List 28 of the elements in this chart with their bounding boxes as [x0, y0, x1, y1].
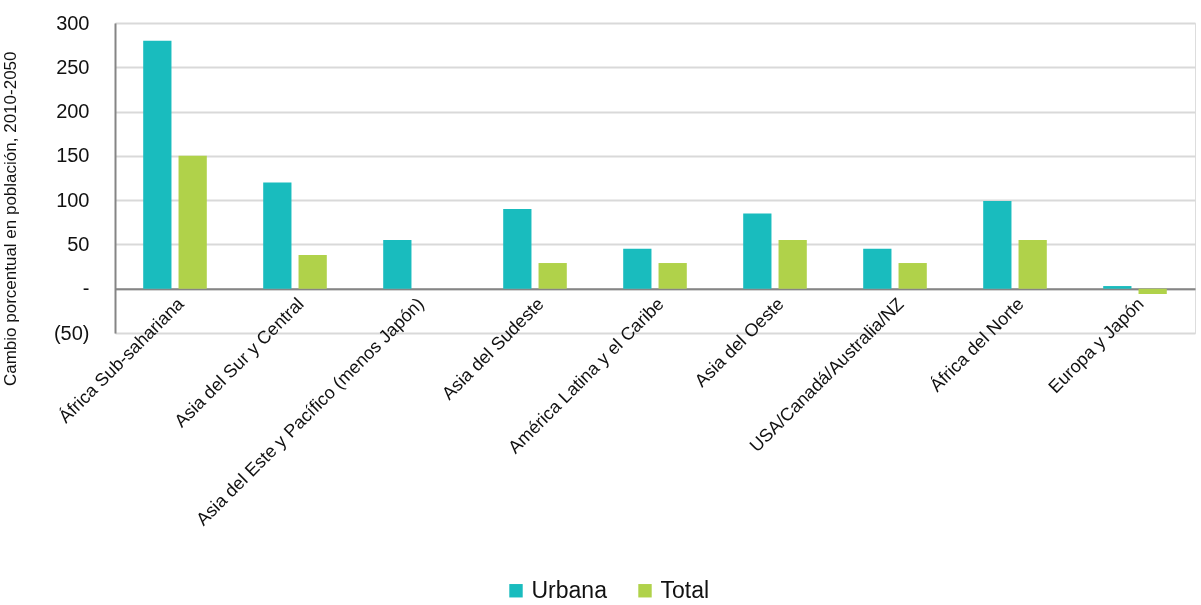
- bar: [1103, 286, 1132, 289]
- y-tick-label: (50): [53, 321, 90, 344]
- bar: [898, 263, 927, 289]
- y-tick-label: -: [82, 277, 90, 300]
- bar: [658, 263, 687, 289]
- y-tick-label: 200: [56, 100, 90, 123]
- bar: [383, 240, 412, 289]
- bar: [178, 155, 207, 289]
- bar: [983, 201, 1012, 289]
- bar: [1018, 240, 1047, 289]
- bar: [863, 248, 892, 289]
- y-tick-label: 50: [67, 232, 90, 255]
- bar: [743, 213, 772, 289]
- bar: [538, 263, 567, 289]
- y-axis-title: Cambio porcentual en población, 2010-2050: [0, 51, 20, 387]
- bar: [1138, 288, 1167, 295]
- y-tick-label: 250: [56, 55, 90, 78]
- y-tick-label: 100: [56, 188, 90, 211]
- legend-label: Total: [660, 576, 710, 603]
- bar: [143, 40, 172, 289]
- legend-label: Urbana: [531, 576, 608, 603]
- bar: [298, 255, 327, 289]
- y-tick-label: 150: [56, 144, 90, 167]
- bar: [503, 209, 532, 289]
- bar: [778, 240, 807, 289]
- y-tick-label: 300: [56, 11, 90, 34]
- bar: [263, 182, 292, 289]
- bar: [623, 248, 652, 289]
